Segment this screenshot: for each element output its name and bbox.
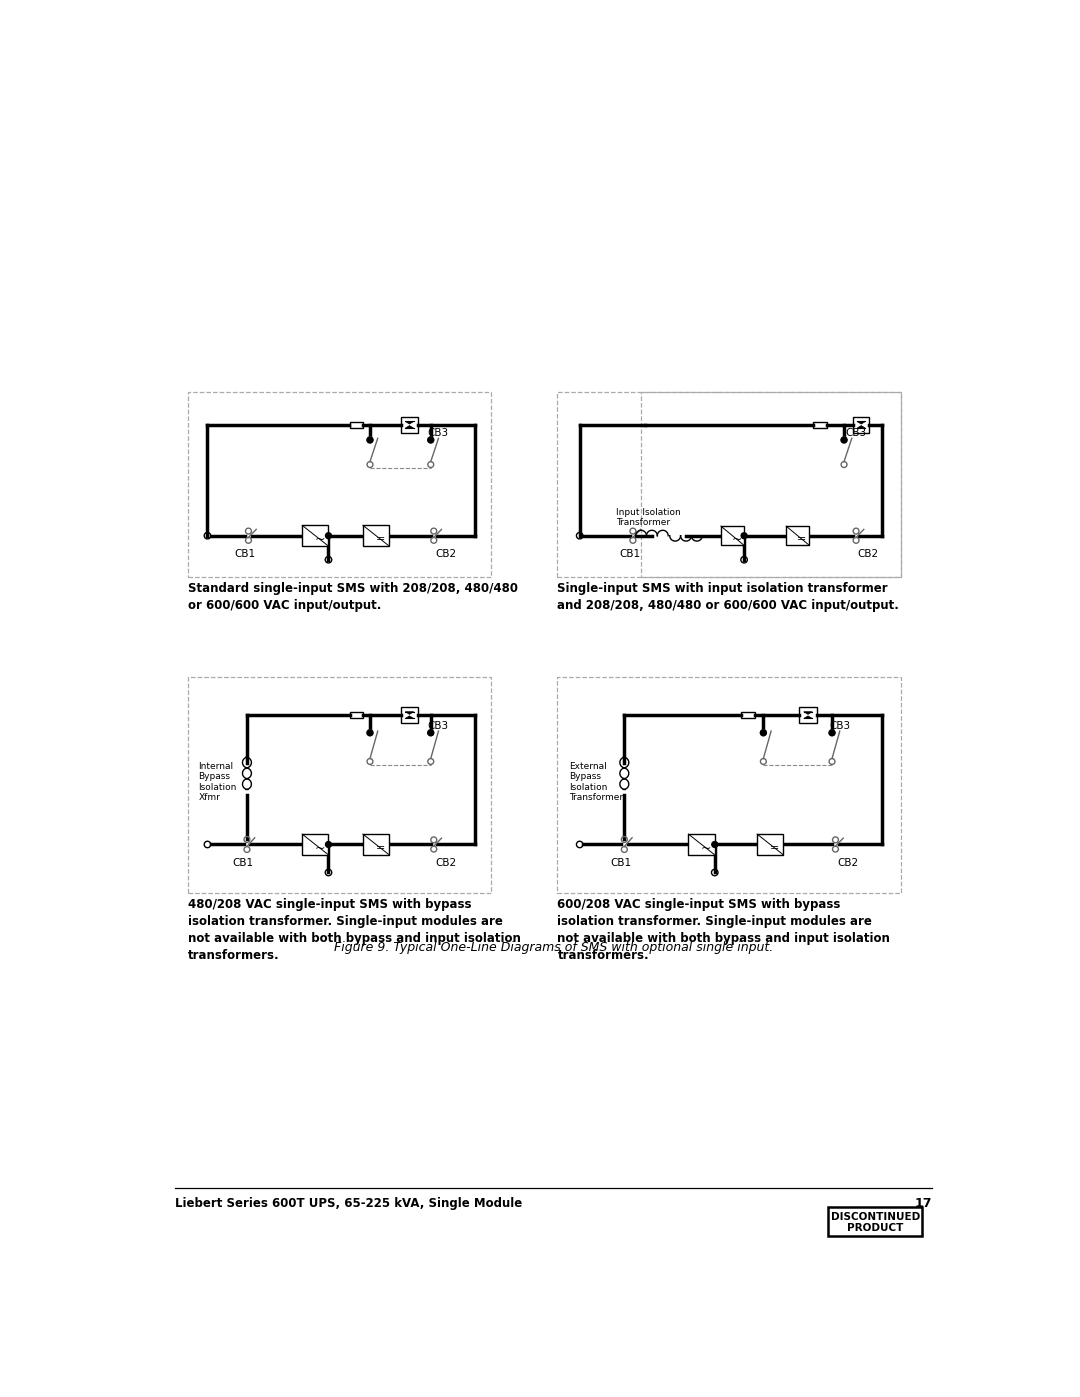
- Polygon shape: [405, 715, 414, 718]
- Text: DISCONTINUED: DISCONTINUED: [831, 1213, 920, 1222]
- Text: Input Isolation
Transformer: Input Isolation Transformer: [616, 509, 680, 527]
- Text: ~: ~: [701, 842, 712, 855]
- Text: CB1: CB1: [232, 858, 254, 868]
- Polygon shape: [856, 426, 865, 429]
- Text: =: =: [376, 535, 386, 545]
- Bar: [302, 525, 328, 546]
- Bar: [557, 393, 901, 577]
- Circle shape: [367, 729, 373, 736]
- Bar: [757, 834, 783, 855]
- Circle shape: [325, 532, 332, 539]
- Circle shape: [841, 437, 847, 443]
- Bar: [350, 422, 363, 427]
- Circle shape: [428, 437, 434, 443]
- Bar: [401, 707, 418, 724]
- Circle shape: [428, 729, 434, 736]
- Circle shape: [741, 532, 747, 539]
- Text: Figure 9. Typical One-Line Diagrams of SMS with optional single input.: Figure 9. Typical One-Line Diagrams of S…: [334, 942, 773, 954]
- Bar: [401, 416, 418, 433]
- Text: PRODUCT: PRODUCT: [847, 1222, 903, 1234]
- Text: CB1: CB1: [610, 858, 631, 868]
- Text: 17: 17: [914, 1197, 932, 1210]
- Circle shape: [760, 729, 767, 736]
- Bar: [853, 418, 869, 433]
- Bar: [828, 1207, 922, 1236]
- Text: ~: ~: [314, 842, 325, 855]
- Text: =: =: [797, 534, 807, 545]
- Bar: [813, 422, 826, 427]
- Text: CB3: CB3: [829, 721, 850, 731]
- Text: =: =: [770, 844, 780, 854]
- Polygon shape: [405, 422, 414, 425]
- Bar: [302, 834, 328, 855]
- Text: CB2: CB2: [435, 858, 457, 868]
- Circle shape: [325, 841, 332, 848]
- Text: CB3: CB3: [428, 721, 449, 731]
- Bar: [188, 393, 491, 577]
- Bar: [363, 834, 389, 855]
- Text: 480/208 VAC single-input SMS with bypass
isolation transformer. Single-input mod: 480/208 VAC single-input SMS with bypass…: [188, 898, 521, 961]
- Polygon shape: [405, 426, 414, 429]
- Text: 600/208 VAC single-input SMS with bypass
isolation transformer. Single-input mod: 600/208 VAC single-input SMS with bypass…: [557, 898, 890, 961]
- Polygon shape: [804, 711, 812, 714]
- Bar: [786, 527, 809, 545]
- Text: ~: ~: [314, 532, 325, 546]
- Bar: [642, 393, 901, 577]
- Text: CB3: CB3: [428, 427, 449, 439]
- Bar: [799, 707, 816, 724]
- Text: External
Bypass
Isolation
Transformer: External Bypass Isolation Transformer: [569, 761, 623, 802]
- Text: Liebert Series 600T UPS, 65-225 kVA, Single Module: Liebert Series 600T UPS, 65-225 kVA, Sin…: [175, 1197, 523, 1210]
- Text: Single-input SMS with input isolation transformer
and 208/208, 480/480 or 600/60: Single-input SMS with input isolation tr…: [557, 583, 900, 612]
- Bar: [363, 525, 389, 546]
- Text: Internal
Bypass
Isolation
Xfmr: Internal Bypass Isolation Xfmr: [199, 761, 237, 802]
- Bar: [557, 678, 901, 893]
- Text: CB1: CB1: [619, 549, 640, 559]
- Bar: [688, 834, 715, 855]
- Text: CB2: CB2: [858, 549, 879, 559]
- Text: Standard single-input SMS with 208/208, 480/480
or 600/600 VAC input/output.: Standard single-input SMS with 208/208, …: [188, 583, 517, 612]
- Text: ~: ~: [731, 532, 742, 546]
- Polygon shape: [804, 715, 812, 718]
- Circle shape: [829, 729, 835, 736]
- Bar: [741, 712, 755, 718]
- Bar: [720, 527, 744, 545]
- Text: CB2: CB2: [837, 858, 859, 868]
- Text: =: =: [376, 844, 386, 854]
- Text: CB2: CB2: [435, 549, 457, 559]
- Text: CB1: CB1: [234, 549, 256, 559]
- Polygon shape: [405, 711, 414, 714]
- Circle shape: [712, 841, 718, 848]
- Text: CB3: CB3: [846, 427, 867, 439]
- Bar: [188, 678, 491, 893]
- Bar: [350, 712, 363, 718]
- Circle shape: [367, 437, 373, 443]
- Polygon shape: [856, 422, 865, 425]
